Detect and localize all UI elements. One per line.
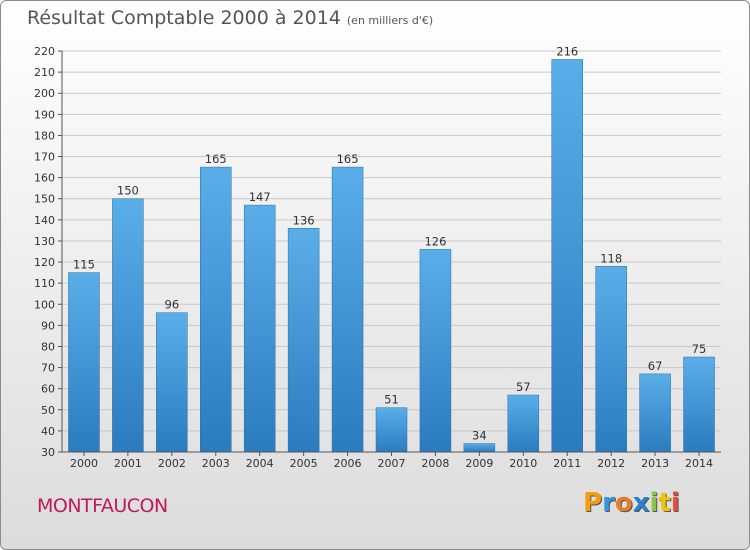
bar-2012 [595, 266, 627, 453]
logo-letter: P [583, 488, 603, 518]
proxiti-logo: Proxiti [583, 488, 680, 518]
y-tick-label: 190 [34, 108, 55, 121]
x-tick-label: 2006 [334, 457, 362, 470]
data-label: 34 [472, 429, 487, 443]
y-tick-label: 110 [34, 277, 55, 290]
town-name: MONTFAUCON [37, 495, 168, 517]
data-label: 147 [249, 190, 271, 204]
bar-2003 [200, 166, 232, 453]
y-tick-label: 120 [34, 256, 55, 269]
data-label: 115 [73, 258, 95, 272]
bars [68, 59, 715, 453]
y-tick-label: 210 [34, 66, 55, 79]
logo-letter: o [614, 488, 633, 518]
x-tick-label: 2011 [553, 457, 581, 470]
bar-2007 [375, 407, 408, 453]
chart-subtitle: (en milliers d'€) [346, 14, 434, 27]
bar-2001 [112, 198, 144, 453]
y-tick-label: 150 [34, 193, 55, 206]
y-tick-label: 160 [34, 172, 55, 185]
bar-2014 [683, 356, 715, 453]
axes [58, 50, 721, 456]
y-tick-label: 130 [34, 235, 55, 248]
logo-letter: i [670, 488, 680, 518]
bar-2004 [243, 204, 276, 453]
x-tick-label: 2003 [202, 457, 230, 470]
y-tick-label: 170 [34, 151, 55, 164]
logo-letter: t [658, 488, 671, 518]
y-tick-label: 100 [34, 298, 55, 311]
bar-2008 [419, 249, 452, 453]
bar-2013 [639, 373, 671, 453]
data-label: 51 [384, 393, 399, 407]
chart-title-text: Résultat Comptable 2000 à 2014 [27, 7, 341, 29]
data-label: 118 [600, 251, 622, 265]
x-tick-label: 2014 [685, 457, 713, 470]
x-tick-label: 2013 [641, 457, 669, 470]
data-label: 126 [424, 234, 446, 248]
data-label: 136 [293, 213, 315, 227]
y-tick-label: 200 [34, 87, 55, 100]
data-label: 150 [117, 184, 139, 198]
data-label: 96 [165, 298, 180, 312]
y-tick-label: 70 [41, 362, 55, 375]
x-tick-label: 2000 [70, 457, 98, 470]
y-tick-label: 180 [34, 129, 55, 142]
x-tick-label: 2010 [509, 457, 537, 470]
data-label: 165 [337, 152, 359, 166]
data-label: 216 [556, 44, 578, 58]
y-tick-label: 90 [41, 319, 55, 332]
y-tick-label: 80 [41, 340, 55, 353]
x-tick-label: 2002 [158, 457, 186, 470]
bar-2002 [156, 312, 188, 453]
bar-2000 [68, 272, 100, 453]
x-tick-label: 2001 [114, 457, 142, 470]
bar-2010 [507, 394, 540, 453]
x-tick-label: 2008 [421, 457, 449, 470]
x-tick-label: 2004 [246, 457, 274, 470]
x-tick-label: 2005 [290, 457, 318, 470]
x-tick-label: 2012 [597, 457, 625, 470]
y-tick-label: 220 [34, 45, 55, 58]
bar-2006 [331, 166, 364, 453]
y-tick-label: 40 [41, 425, 55, 438]
x-tick-label: 2007 [378, 457, 406, 470]
x-tick-label: 2009 [465, 457, 493, 470]
data-label: 57 [516, 380, 531, 394]
logo-letter: x [632, 488, 650, 518]
y-tick-label: 50 [41, 404, 55, 417]
data-label: 75 [692, 342, 707, 356]
y-tick-label: 30 [41, 446, 55, 459]
bar-2011 [551, 59, 583, 453]
logo-letter: r [602, 488, 615, 518]
data-label: 165 [205, 152, 227, 166]
labels: 30 40 50 60 70 80 90 100 110 120 130 140 150 160 170 18… [34, 44, 713, 470]
bar-2009 [463, 443, 496, 453]
chart-title: Résultat Comptable 2000 à 2014 (en millie… [27, 7, 433, 29]
data-label: 67 [648, 359, 663, 373]
y-tick-label: 140 [34, 214, 55, 227]
logo-letter: i [649, 488, 659, 518]
y-tick-label: 60 [41, 383, 55, 396]
bar-2005 [287, 228, 320, 453]
